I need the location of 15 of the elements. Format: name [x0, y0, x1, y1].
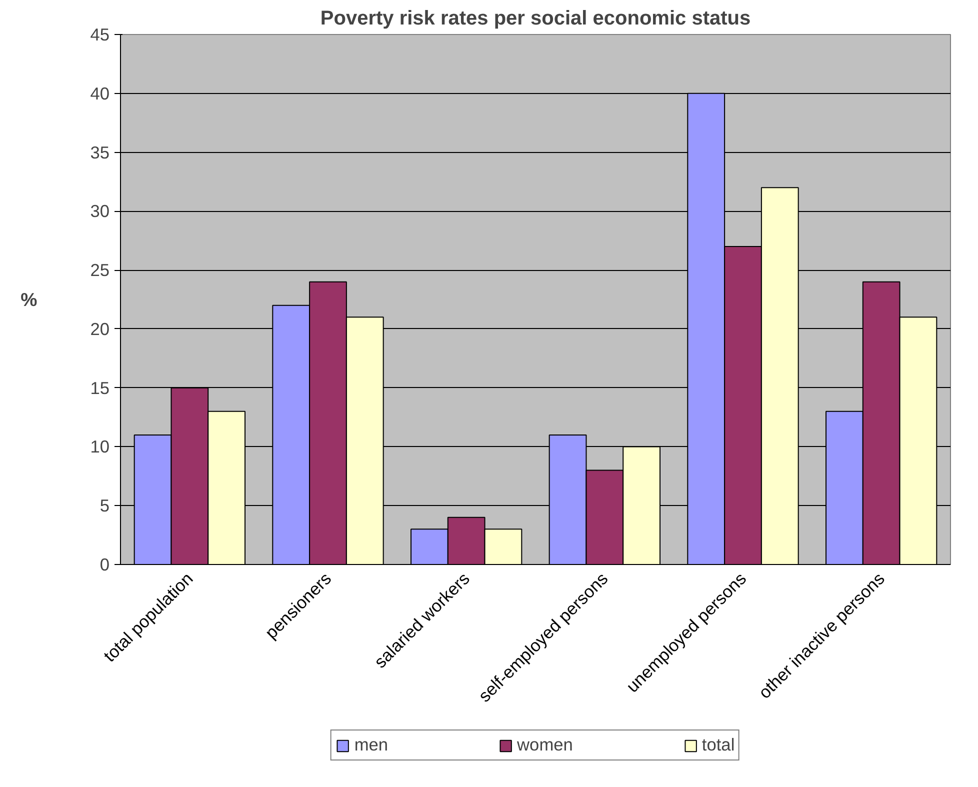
y-axis-title: %	[20, 289, 38, 310]
y-tick-label: 5	[100, 496, 110, 516]
y-tick-label: 40	[90, 83, 110, 104]
legend-label: total	[702, 734, 735, 756]
y-tick-label: 0	[100, 554, 110, 574]
y-tick-label: 20	[90, 318, 110, 339]
y-tick-label: 25	[90, 260, 110, 280]
chart-title: Poverty risk rates per social economic status	[320, 8, 751, 30]
legend-label: men	[354, 734, 388, 756]
legend-label: women	[517, 734, 573, 756]
y-tick-label: 45	[90, 24, 110, 44]
y-tick-label: 35	[90, 142, 110, 162]
y-tick-label: 10	[90, 436, 110, 457]
y-tick-label: 15	[90, 378, 110, 398]
y-tick-label: 30	[90, 201, 110, 222]
